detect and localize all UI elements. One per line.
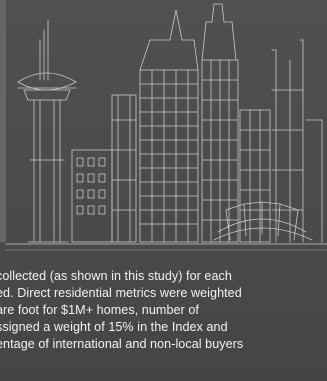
far-right-tower [271,39,323,243]
mid-rise-right [239,109,271,243]
central-grid-tower [139,9,199,243]
tall-tower-right [201,3,239,243]
left-edge-band [0,0,6,242]
body-text: collected (as shown in this study) for e… [0,268,327,381]
lookout-tower-illustration [17,19,77,243]
body-text-line: ed. Direct residential metrics were weig… [0,286,242,300]
stadium-illustration [213,201,313,241]
low-building-left [71,149,113,243]
body-text-line: collected (as shown in this study) for e… [0,269,232,283]
body-text-line: entage of international and non-local bu… [0,337,244,351]
city-skyline-sketch-icon [5,3,327,251]
body-text-line: ssigned a weight of 15% in the Index and [0,320,228,334]
slim-building [111,94,137,243]
body-text-line: are foot for $1M+ homes, number of [0,303,199,317]
